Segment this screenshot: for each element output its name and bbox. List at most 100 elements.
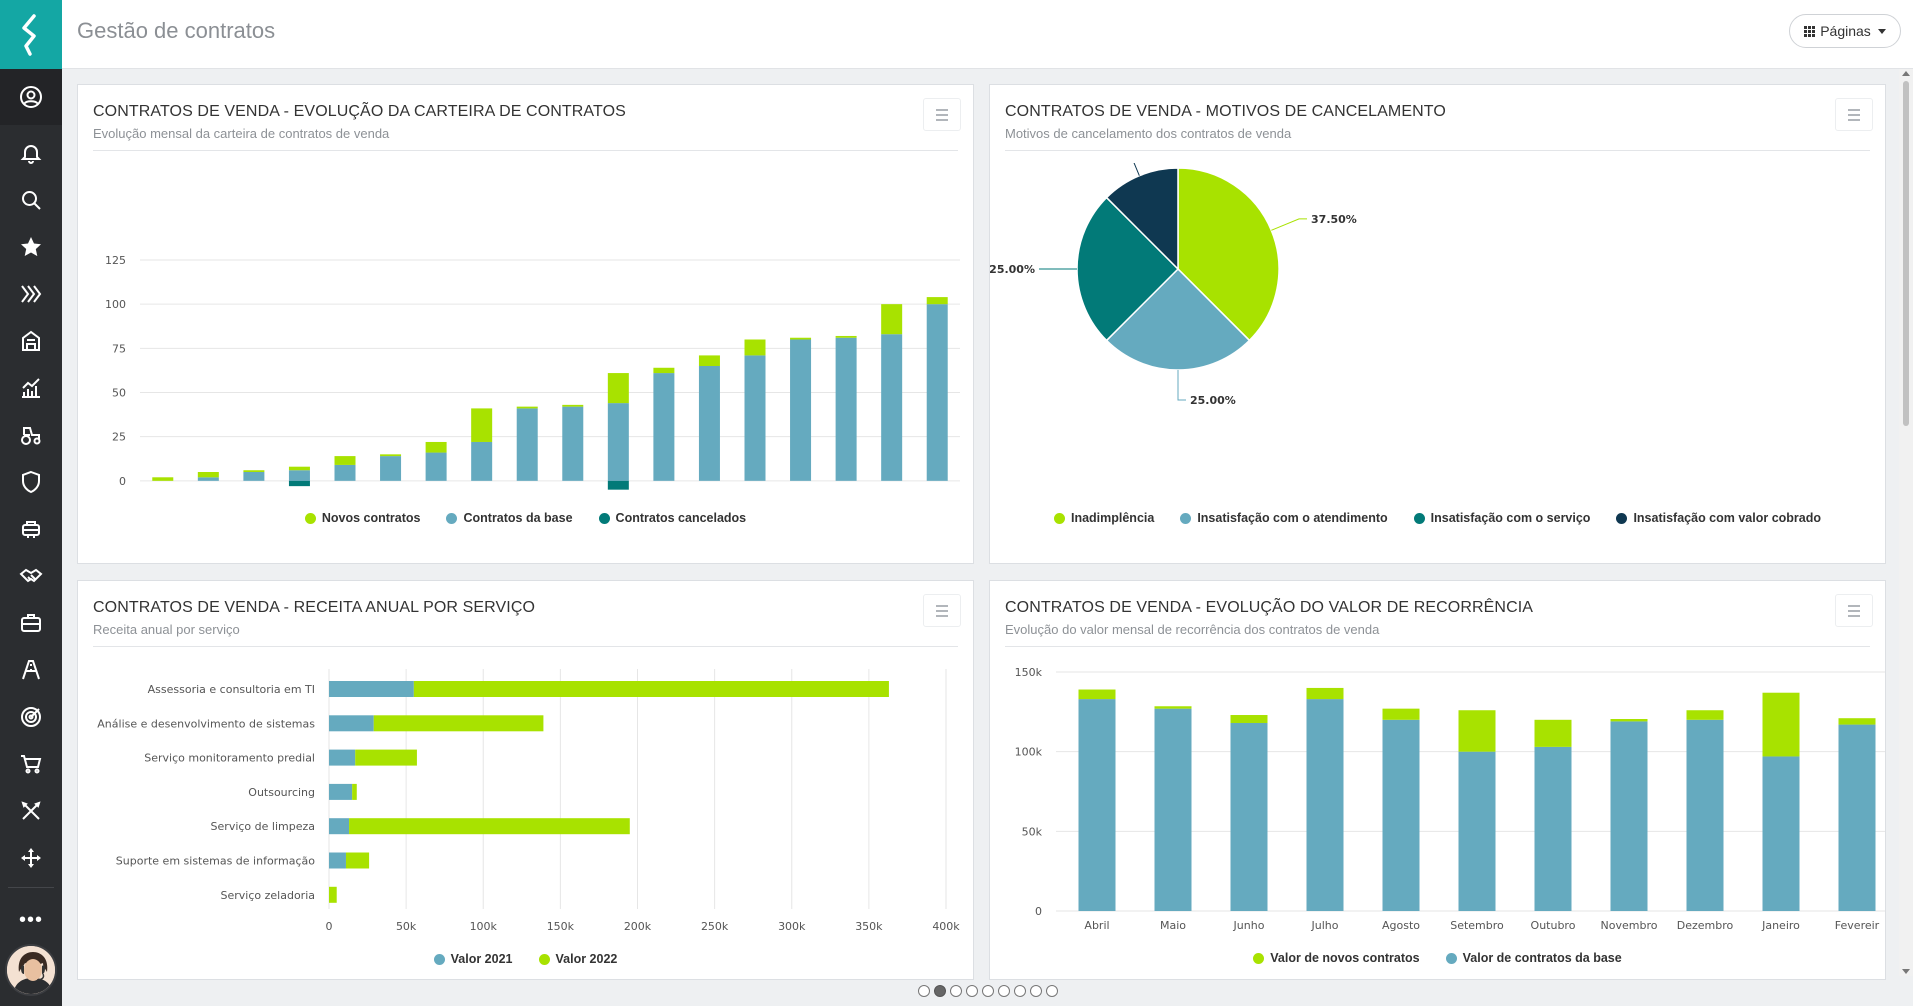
scroll-up-arrow-icon[interactable]	[1902, 71, 1910, 76]
y-category-label: Serviço zeladoria	[221, 889, 315, 902]
nav-notifications[interactable]	[0, 129, 62, 176]
bar-segment	[1762, 756, 1800, 911]
bar-segment	[1078, 689, 1116, 700]
nav-goals[interactable]	[0, 693, 62, 740]
x-tick-label: 400k	[932, 920, 960, 933]
handshake-icon	[19, 568, 43, 582]
cart-icon	[21, 754, 42, 773]
card-menu-button[interactable]	[1835, 98, 1873, 131]
profile-button[interactable]	[0, 69, 62, 125]
y-tick-label: 100	[105, 298, 126, 311]
page-dot[interactable]	[982, 985, 994, 997]
page-dot[interactable]	[1030, 985, 1042, 997]
avatar[interactable]	[5, 944, 57, 996]
bar-segment	[1154, 708, 1192, 911]
legend-label: Contratos cancelados	[615, 511, 747, 525]
pie-slice	[1177, 167, 1280, 342]
bar-segment	[1762, 692, 1800, 757]
legend-item[interactable]: Contratos da base	[446, 511, 573, 525]
legend-item[interactable]: Inadimplência	[1053, 511, 1154, 525]
nav-buildings[interactable]	[0, 317, 62, 364]
page-dot[interactable]	[918, 985, 930, 997]
scroll-down-arrow-icon[interactable]	[1902, 969, 1910, 974]
nav-partners[interactable]	[0, 505, 62, 552]
chart-growth-icon	[22, 377, 40, 398]
x-tick-label: Julho	[1311, 919, 1339, 932]
nav-favorites[interactable]	[0, 223, 62, 270]
chevrons-right-icon	[21, 284, 42, 303]
nav-reports[interactable]	[0, 364, 62, 411]
pages-dropdown-button[interactable]: Páginas	[1789, 14, 1901, 48]
scrollbar-thumb[interactable]	[1903, 81, 1909, 426]
page-scrollbar[interactable]	[1899, 69, 1913, 976]
nav-search[interactable]	[0, 176, 62, 223]
card-menu-button[interactable]	[1835, 594, 1873, 627]
bar-segment	[607, 480, 629, 490]
bar-segment	[1382, 719, 1420, 911]
nav-security[interactable]	[0, 458, 62, 505]
y-tick-label: 0	[119, 475, 126, 488]
legend-item[interactable]: Valor de novos contratos	[1253, 951, 1420, 965]
bar-segment	[373, 715, 544, 732]
page-dot[interactable]	[950, 985, 962, 997]
card-divider	[1005, 150, 1870, 151]
bar-segment	[1686, 710, 1724, 720]
legend-item[interactable]: Insatisfação com o serviço	[1413, 511, 1590, 525]
profile-icon	[20, 86, 42, 108]
page-dot[interactable]	[1014, 985, 1026, 997]
legend-item[interactable]: Contratos cancelados	[598, 511, 747, 525]
nav-processes[interactable]	[0, 270, 62, 317]
bar-segment	[881, 304, 903, 335]
page-dot[interactable]	[934, 985, 946, 997]
legend-item[interactable]: Insatisfação com o atendimento	[1180, 511, 1388, 525]
card-divider	[1005, 646, 1870, 647]
app-logo[interactable]	[0, 0, 62, 69]
legend-item[interactable]: Valor 2021	[433, 952, 513, 966]
y-category-label: Outsourcing	[248, 786, 315, 799]
bar-segment	[1458, 751, 1496, 911]
legend-dot-icon	[1616, 512, 1628, 524]
legend-item[interactable]: Novos contratos	[304, 511, 420, 525]
bar-segment	[380, 454, 402, 457]
bar-segment	[425, 441, 447, 453]
bar-segment	[1838, 718, 1876, 725]
bar-segment	[516, 408, 538, 481]
legend-dot-icon	[433, 953, 445, 965]
more-button[interactable]: •••	[18, 908, 43, 931]
target-icon	[21, 706, 41, 727]
nav-services[interactable]	[0, 787, 62, 834]
nav-logistics[interactable]	[0, 646, 62, 693]
bar-segment	[329, 681, 414, 697]
card-subtitle: Evolução do valor mensal de recorrência …	[1005, 622, 1380, 637]
nav-sales[interactable]	[0, 740, 62, 787]
chart-legend: Valor de novos contratos Valor de contrat…	[990, 951, 1885, 965]
card-menu-button[interactable]	[923, 98, 961, 131]
card-subtitle: Receita anual por serviço	[93, 622, 240, 637]
card-receita-anual: CONTRATOS DE VENDA - RECEITA ANUAL POR S…	[77, 580, 974, 980]
shield-icon	[22, 470, 40, 493]
nav-settings[interactable]	[0, 834, 62, 881]
bar-segment	[288, 480, 310, 487]
bar-segment	[790, 339, 812, 481]
bar-segment	[835, 335, 857, 338]
legend-item[interactable]: Valor 2022	[538, 952, 617, 966]
bar-segment	[329, 749, 356, 766]
legend-item[interactable]: Valor de contratos da base	[1445, 951, 1622, 965]
legend-dot-icon	[1445, 952, 1457, 964]
x-tick-label: 50k	[396, 920, 417, 933]
page-dot[interactable]	[966, 985, 978, 997]
y-category-label: Serviço monitoramento predial	[144, 752, 315, 765]
page-dot[interactable]	[998, 985, 1010, 997]
card-menu-button[interactable]	[923, 594, 961, 627]
nav-contracts[interactable]	[0, 552, 62, 599]
nav-assets[interactable]	[0, 411, 62, 458]
bar-segment	[1458, 710, 1496, 752]
x-tick-label: Novembro	[1601, 919, 1658, 932]
nav-business[interactable]	[0, 599, 62, 646]
page-dot[interactable]	[1046, 985, 1058, 997]
bar-segment	[1154, 706, 1192, 709]
legend-item[interactable]: Insatisfação com valor cobrado	[1616, 511, 1821, 525]
bar-segment	[698, 366, 720, 481]
logo-icon	[22, 13, 36, 56]
bar-segment	[425, 452, 447, 481]
